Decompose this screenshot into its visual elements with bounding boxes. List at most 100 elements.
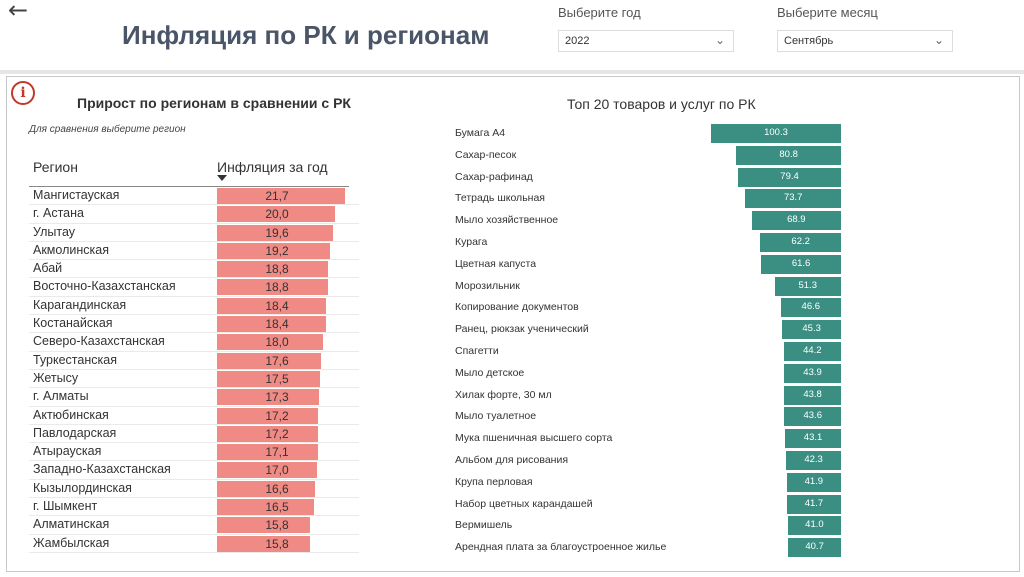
bar-row[interactable]: Мука пшеничная высшего сорта 43.1 <box>447 428 867 450</box>
dashboard-panel: i Прирост по регионам в сравнении с РК Д… <box>6 76 1020 572</box>
item-label: Сахар-рафинад <box>455 170 533 183</box>
column-header-region[interactable]: Регион <box>33 159 78 175</box>
bar-row[interactable]: Мыло хозяйственное 68.9 <box>447 210 867 232</box>
inflation-value: 16,5 <box>265 500 289 515</box>
chevron-down-icon: ⌄ <box>714 33 725 47</box>
inflation-bar <box>217 297 326 314</box>
item-value: 79.4 <box>780 170 799 182</box>
item-label: Мыло детское <box>455 366 525 379</box>
table-row[interactable]: Кызылординская 16,6 <box>29 480 359 499</box>
inflation-value: 17,0 <box>265 463 289 478</box>
item-value: 80.8 <box>779 148 798 160</box>
table-row[interactable]: Восточно-Казахстанская 18,8 <box>29 278 359 297</box>
table-row[interactable]: г. Астана 20,0 <box>29 205 359 224</box>
region-name: Актюбинская <box>33 407 109 422</box>
bar-row[interactable]: Курага 62.2 <box>447 232 867 254</box>
item-value: 41.0 <box>805 519 824 531</box>
bar-row[interactable]: Мыло туалетное 43.6 <box>447 406 867 428</box>
month-filter: Выберите месяц Сентябрь ⌄ <box>777 5 953 52</box>
bar-row[interactable]: Арендная плата за благоустроенное жилье 4… <box>447 537 867 559</box>
inflation-value: 18,4 <box>265 298 289 313</box>
item-label: Сахар-песок <box>455 148 517 161</box>
item-label: Цветная капуста <box>455 257 537 270</box>
table-row[interactable]: Жетысу 17,5 <box>29 370 359 389</box>
month-label: Выберите месяц <box>777 5 878 20</box>
arrow-left-icon[interactable]: ← <box>8 0 29 24</box>
inflation-bar <box>217 224 333 241</box>
info-icon[interactable]: i <box>11 81 35 105</box>
table-row[interactable]: Акмолинская 19,2 <box>29 242 359 261</box>
region-name: Алматинская <box>33 517 110 532</box>
year-value: 2022 <box>565 35 590 47</box>
inflation-bar <box>217 462 318 479</box>
regions-table-body: Мангистауская 21,7 г. Астана 20,0 Улытау 19,6… <box>29 187 359 553</box>
year-select[interactable]: 2022 ⌄ <box>558 30 734 52</box>
year-label: Выберите год <box>558 5 641 20</box>
bar-row[interactable]: Тетрадь школьная 73.7 <box>447 188 867 210</box>
table-row[interactable]: г. Шымкент 16,5 <box>29 498 359 517</box>
table-row[interactable]: Алматинская 15,8 <box>29 516 359 535</box>
bar-row[interactable]: Ранец, рюкзак ученический 45.3 <box>447 319 867 341</box>
bar-row[interactable]: Крупа перловая 41.9 <box>447 472 867 494</box>
inflation-bar <box>217 517 311 534</box>
top-items-title: Топ 20 товаров и услуг по РК <box>567 96 756 112</box>
bar-row[interactable]: Вермишель 41.0 <box>447 515 867 537</box>
item-value: 40.7 <box>805 541 824 553</box>
bar-row[interactable]: Альбом для рисования 42.3 <box>447 450 867 472</box>
bar-row[interactable]: Сахар-рафинад 79.4 <box>447 167 867 189</box>
region-name: Абай <box>33 261 63 276</box>
inflation-value: 17,6 <box>265 353 289 368</box>
sort-desc-icon[interactable] <box>217 175 227 181</box>
item-bar <box>788 538 841 558</box>
regions-table-header: Регион Инфляция за год <box>29 157 349 187</box>
table-row[interactable]: Улытау 19,6 <box>29 224 359 242</box>
table-row[interactable]: Костанайская 18,4 <box>29 315 359 334</box>
item-value: 43.9 <box>803 366 822 378</box>
bar-row[interactable]: Мыло детское 43.9 <box>447 363 867 385</box>
table-row[interactable]: Абай 18,8 <box>29 260 359 279</box>
inflation-bar <box>217 316 326 333</box>
table-row[interactable]: г. Алматы 17,3 <box>29 388 359 407</box>
item-value: 100.3 <box>764 127 788 138</box>
item-label: Курага <box>455 235 488 248</box>
region-name: Акмолинская <box>33 242 109 257</box>
item-label: Морозильник <box>455 279 520 292</box>
item-bar <box>786 472 841 492</box>
bar-row[interactable]: Хилак форте, 30 мл 43.8 <box>447 385 867 407</box>
region-name: Карагандинская <box>33 297 127 312</box>
item-value: 61.6 <box>791 257 811 269</box>
bar-row[interactable]: Бумага А4 100.3 <box>447 123 867 145</box>
table-row[interactable]: Павлодарская 17,2 <box>29 425 359 444</box>
bar-row[interactable]: Морозильник 51.3 <box>447 276 867 298</box>
table-row[interactable]: Атырауская 17,1 <box>29 443 359 462</box>
region-name: Жетысу <box>33 370 79 385</box>
column-header-inflation[interactable]: Инфляция за год <box>217 159 328 175</box>
bar-row[interactable]: Сахар-песок 80.8 <box>447 145 867 167</box>
item-bar <box>786 494 841 514</box>
item-bar <box>760 232 841 252</box>
bar-row[interactable]: Копирование документов 46.6 <box>447 297 867 319</box>
item-bar <box>736 145 841 165</box>
region-name: Туркестанская <box>33 352 117 367</box>
table-row[interactable]: Западно-Казахстанская 17,0 <box>29 461 359 480</box>
bar-row[interactable]: Спагетти 44.2 <box>447 341 867 363</box>
table-row[interactable]: Северо-Казахстанская 18,0 <box>29 333 359 352</box>
item-label: Арендная плата за благоустроенное жилье <box>455 541 667 554</box>
table-row[interactable]: Актюбинская 17,2 <box>29 407 359 425</box>
inflation-bar <box>217 242 331 259</box>
month-select[interactable]: Сентябрь ⌄ <box>777 30 953 52</box>
inflation-bar <box>217 535 311 552</box>
table-row[interactable]: Мангистауская 21,7 <box>29 187 359 206</box>
item-label: Ранец, рюкзак ученический <box>455 323 589 336</box>
bar-row[interactable]: Цветная капуста 61.6 <box>447 254 867 276</box>
bar-row[interactable]: Набор цветных карандашей 41.7 <box>447 494 867 516</box>
item-label: Мыло хозяйственное <box>455 214 559 227</box>
inflation-value: 20,0 <box>265 207 289 222</box>
table-row[interactable]: Жамбылская 15,8 <box>29 535 359 553</box>
table-row[interactable]: Туркестанская 17,6 <box>29 352 359 370</box>
region-name: Костанайская <box>33 316 113 331</box>
item-value: 62.2 <box>791 235 810 247</box>
region-name: Улытау <box>33 224 76 239</box>
table-row[interactable]: Карагандинская 18,4 <box>29 297 359 316</box>
regions-title: Прирост по регионам в сравнении с РК <box>77 95 351 111</box>
